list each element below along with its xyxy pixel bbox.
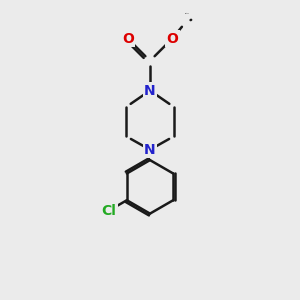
Text: O: O [122, 32, 134, 46]
Text: O: O [167, 32, 178, 46]
Text: Cl: Cl [101, 204, 116, 218]
Text: N: N [144, 84, 156, 98]
Text: N: N [144, 143, 156, 157]
Text: methyl: methyl [185, 13, 190, 14]
